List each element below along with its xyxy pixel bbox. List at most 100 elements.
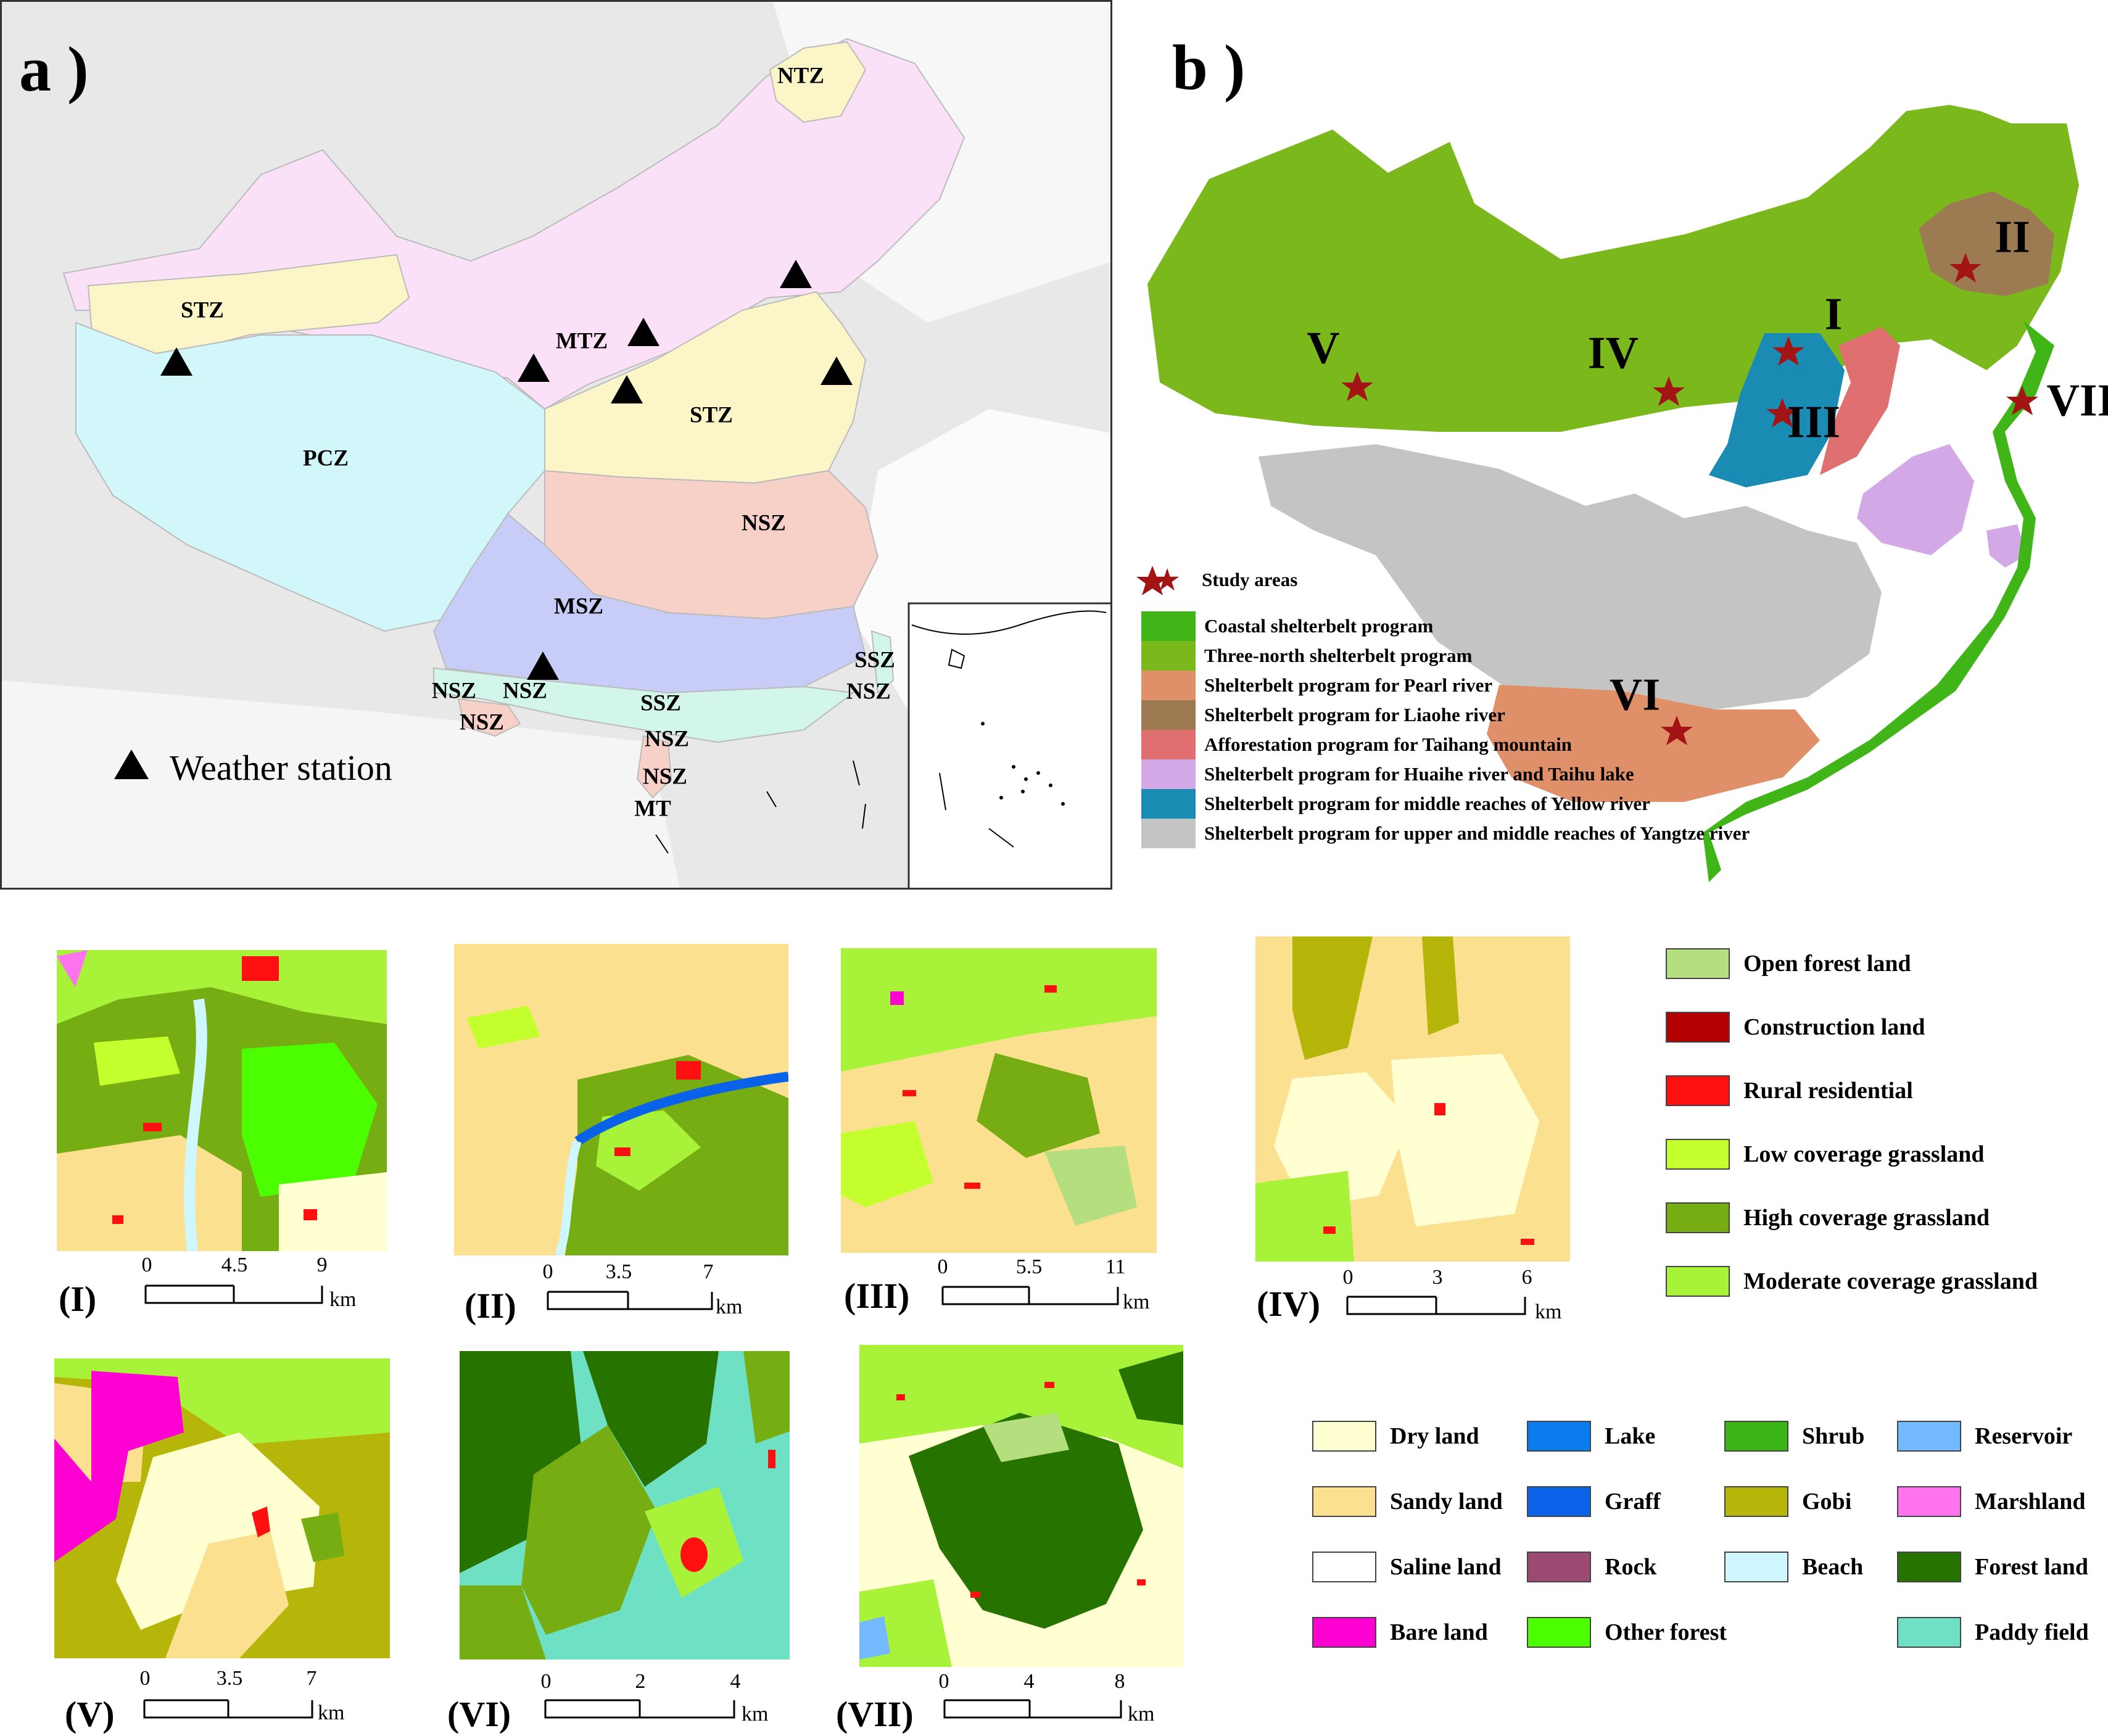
study-area-label: I [1824, 289, 1843, 340]
subpanel-VI-label: (VI) [447, 1694, 511, 1734]
subpanel-III-label: (III) [844, 1276, 910, 1316]
legend-saline-land: Saline land [1312, 1552, 1502, 1582]
legend-swatch [1141, 700, 1196, 730]
legend-forest-land: Forest land [1897, 1552, 2088, 1582]
region-taihang [1820, 327, 1900, 475]
zone-label: NSZ [645, 726, 689, 752]
study-area-label: IV [1587, 328, 1639, 379]
legend-three-north: Three-north shelterbelt program [1141, 640, 1473, 671]
subpanel-IV-label: (IV) [1257, 1284, 1321, 1324]
study-area-label: V [1307, 323, 1340, 374]
panel-b-map [1136, 105, 2079, 882]
region-huaihe [1857, 444, 1974, 555]
legend-pearl: Shelterbelt program for Pearl river [1141, 670, 1492, 701]
legend-taihang: Afforestation program for Taihang mounta… [1141, 729, 1572, 760]
legend-swatch [1897, 1421, 1961, 1452]
zone-label: NSZ [460, 709, 504, 735]
zone-label: NSZ [846, 679, 891, 705]
zone-label: PCZ [303, 445, 349, 471]
scalebar-VII [943, 1699, 1122, 1719]
scale-tick: 0 [540, 1670, 552, 1693]
legend-swatch [1666, 1012, 1730, 1043]
scale-unit: km [716, 1296, 743, 1318]
legend-rock: Rock [1527, 1552, 1656, 1582]
scalebar-III [941, 1286, 1119, 1305]
zone-label: NSZ [503, 678, 547, 704]
scalebar-VI [544, 1699, 735, 1719]
legend-high-grass: High coverage grassland [1666, 1202, 1990, 1233]
panel-b: b ) I II III IV V VI VII ★ Study areas C… [1129, 0, 2108, 890]
star-icon: ★ [1153, 563, 1181, 597]
legend-swatch [1312, 1486, 1376, 1517]
legend-open-forest: Open forest land [1666, 948, 1911, 979]
weather-station-legend-label: Weather station [170, 748, 392, 788]
study-area-stars [1136, 253, 2038, 745]
scale-tick: 8 [1114, 1670, 1125, 1693]
study-area-label: VII [2046, 375, 2108, 426]
legend-swatch [1666, 948, 1730, 979]
subpanel-VI-map [460, 1351, 790, 1660]
weather-stations [114, 260, 853, 779]
legend-swatch [1141, 759, 1196, 789]
scale-unit: km [1123, 1291, 1150, 1313]
legend-moderate-grass: Moderate coverage grassland [1666, 1266, 2038, 1297]
panel-a-frame: a ) NTZ STZ MTZ STZ PCZ NSZ MSZ NSZ NSZ … [0, 0, 1112, 890]
legend-swatch [1527, 1552, 1591, 1582]
legend-study-areas: ★ Study areas [1141, 563, 1298, 597]
scale-tick: 5.5 [1015, 1255, 1043, 1278]
subpanel-V-label: (V) [65, 1694, 115, 1734]
zone-ssz [433, 667, 855, 743]
scale-tick: 0 [139, 1667, 151, 1690]
region-liaohe [1919, 191, 2054, 296]
subpanel-II-label: (II) [465, 1286, 516, 1326]
legend-swatch [1666, 1266, 1730, 1297]
legend-sandy-land: Sandy land [1312, 1486, 1503, 1517]
scale-tick: 0 [1342, 1266, 1354, 1289]
scale-tick: 4.5 [221, 1254, 248, 1276]
scale-tick: 2 [635, 1670, 646, 1693]
legend-construction: Construction land [1666, 1012, 1925, 1043]
panel-a-map [2, 2, 1110, 888]
subpanel-VII-label: (VII) [836, 1694, 914, 1734]
legend-swatch [1897, 1552, 1961, 1582]
scale-tick: 3 [1432, 1266, 1443, 1289]
scale-unit: km [329, 1288, 357, 1311]
study-area-label: VI [1609, 669, 1661, 721]
legend-swatch [1666, 1202, 1730, 1233]
zone-label: MT [634, 796, 671, 822]
legend-swatch [1312, 1421, 1376, 1452]
subpanel-I-map [57, 950, 387, 1251]
legend-swatch [1666, 1075, 1730, 1106]
legend-other-forest: Other forest [1527, 1617, 1727, 1648]
scale-tick: 7 [306, 1667, 317, 1690]
scale-unit: km [742, 1703, 769, 1726]
zone-msz [432, 513, 867, 694]
scalebar-II [547, 1291, 713, 1310]
legend-marshland: Marshland [1897, 1486, 2085, 1517]
zone-ntz [769, 41, 867, 123]
subpanel-V-map [54, 1358, 390, 1658]
scale-tick: 9 [316, 1254, 328, 1276]
legend-liaohe: Shelterbelt program for Liaohe river [1141, 700, 1505, 730]
legend-coastal: Coastal shelterbelt program [1141, 611, 1433, 642]
panel-b-label: b ) [1172, 32, 1246, 103]
scalebar-IV [1346, 1296, 1526, 1315]
legend-swatch [1141, 730, 1196, 759]
legend-swatch [1312, 1552, 1376, 1582]
scale-unit: km [318, 1701, 345, 1724]
legend-swatch [1141, 641, 1196, 671]
subpanel-I-label: (I) [59, 1279, 97, 1319]
legend-swatch [1141, 819, 1196, 848]
scale-tick: 0 [937, 1255, 948, 1278]
scalebar-V [143, 1699, 313, 1719]
legend-swatch [1897, 1617, 1961, 1648]
legend-graff: Graff [1527, 1486, 1661, 1517]
legend-swatch [1141, 611, 1196, 641]
scale-tick: 4 [1023, 1670, 1035, 1693]
subpanel-IV-map [1255, 936, 1570, 1262]
legend-huaihe: Shelterbelt program for Huaihe river and… [1141, 759, 1634, 790]
zone-label: NSZ [432, 678, 476, 704]
subpanel-III-map [841, 948, 1157, 1253]
scale-tick: 11 [1105, 1255, 1126, 1278]
legend-lake: Lake [1527, 1421, 1655, 1452]
